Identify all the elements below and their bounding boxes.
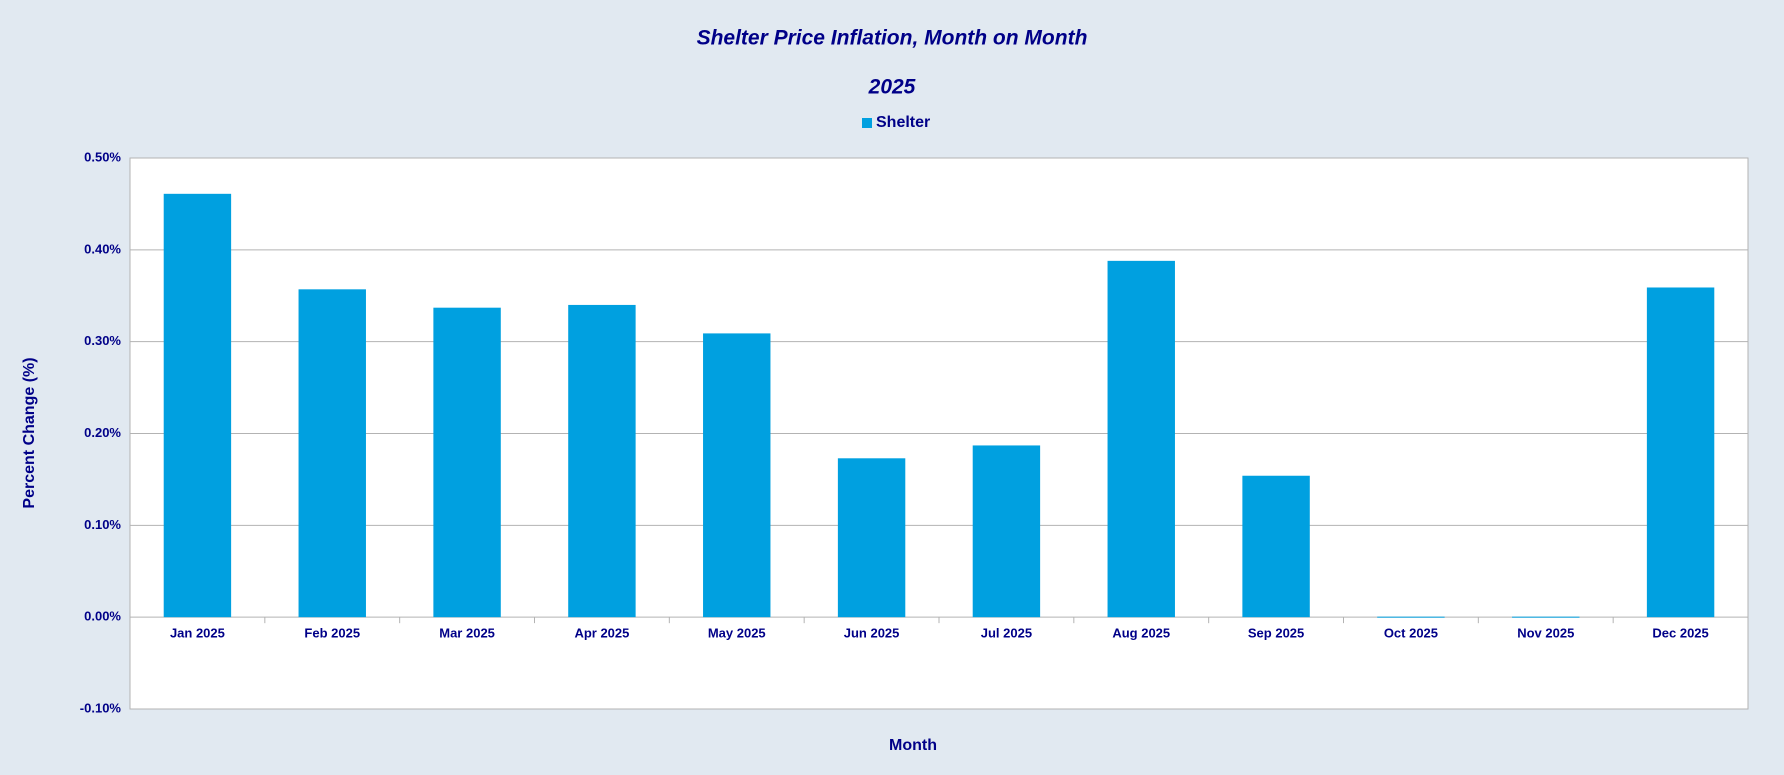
x-tick-label: Jul 2025 xyxy=(981,626,1032,641)
bar xyxy=(703,333,771,618)
bar xyxy=(163,193,232,618)
y-tick-label: 0.00% xyxy=(84,609,121,624)
bar xyxy=(837,458,906,618)
x-tick-label: May 2025 xyxy=(708,626,766,641)
bar xyxy=(1377,616,1445,618)
legend-swatch xyxy=(862,118,872,128)
x-tick-label: Dec 2025 xyxy=(1652,626,1708,641)
x-tick-label: Mar 2025 xyxy=(439,626,495,641)
bar xyxy=(1107,260,1175,618)
x-tick-label: Nov 2025 xyxy=(1517,626,1574,641)
x-tick-label: Jun 2025 xyxy=(844,626,900,641)
y-axis-title: Percent Change (%) xyxy=(21,357,38,508)
x-tick-label: Apr 2025 xyxy=(574,626,629,641)
chart-subtitle: 2025 xyxy=(868,76,916,99)
y-tick-label: -0.10% xyxy=(80,700,122,715)
y-tick-label: 0.20% xyxy=(84,425,121,440)
bar xyxy=(568,304,636,618)
x-tick-label: Feb 2025 xyxy=(304,626,360,641)
x-axis-title: Month xyxy=(889,737,937,754)
bar xyxy=(1646,287,1715,618)
x-tick-label: Sep 2025 xyxy=(1248,626,1304,641)
bar xyxy=(1242,475,1310,618)
bar xyxy=(298,289,366,618)
bar xyxy=(433,307,501,618)
x-tick-label: Jan 2025 xyxy=(170,626,225,641)
y-tick-label: 0.50% xyxy=(84,149,121,164)
y-tick-label: 0.30% xyxy=(84,333,121,348)
bar xyxy=(1512,616,1580,618)
legend-label: Shelter xyxy=(876,114,930,131)
chart-title: Shelter Price Inflation, Month on Month xyxy=(697,27,1088,50)
x-tick-label: Aug 2025 xyxy=(1112,626,1170,641)
bar xyxy=(972,445,1041,618)
x-tick-label: Oct 2025 xyxy=(1384,626,1438,641)
y-tick-label: 0.40% xyxy=(84,241,121,256)
y-tick-label: 0.10% xyxy=(84,517,121,532)
